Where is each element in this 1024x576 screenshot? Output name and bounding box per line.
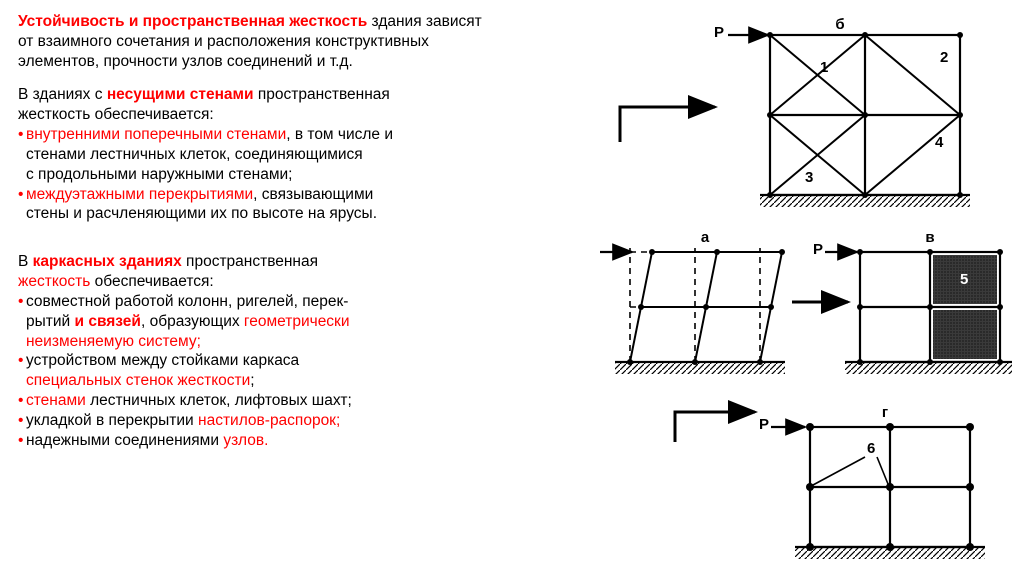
elbow-arrow-2 — [675, 412, 755, 442]
c4-a: укладкой в перекрытии — [26, 412, 198, 429]
diagrams-svg: б Р 1 2 3 4 а Р — [600, 12, 1012, 564]
c4-b: настилов-распорок; — [198, 412, 340, 429]
p2-b: несущими стенами — [107, 86, 254, 103]
text-column: Устойчивость и пространственная жесткост… — [18, 12, 583, 451]
bullet-1: • внутренними поперечными стенами, в том… — [18, 125, 583, 184]
p2-c: пространственная — [254, 86, 390, 103]
bullet-dot: • — [18, 351, 26, 391]
p2-line2: жесткость обеспечивается: — [18, 106, 214, 123]
paragraph-2: В зданиях с несущими стенами пространств… — [18, 85, 583, 224]
c1-t3: неизменяемую систему; — [26, 333, 201, 350]
num-3: 3 — [805, 169, 813, 186]
c2-t2: специальных стенок жесткости — [26, 372, 250, 389]
p3-line2a: жесткость — [18, 273, 90, 290]
elbow-arrow-1 — [620, 107, 715, 142]
bullet-c5: • надежными соединениями узлов. — [18, 431, 583, 451]
num-5: 5 — [960, 271, 968, 288]
b2-t2: стены и расчленяющими их по высоте на яр… — [26, 205, 377, 222]
c2-t1: устройством между стойками каркаса — [26, 352, 299, 369]
bullet-dot: • — [18, 292, 26, 351]
num-1: 1 — [820, 59, 828, 76]
label-a: а — [701, 229, 710, 246]
label-P: Р — [714, 24, 724, 41]
p3-line2b: обеспечивается: — [90, 273, 213, 290]
p1-line3: элементов, прочности узлов соединений и … — [18, 53, 353, 70]
c1-t2b: и связей — [74, 313, 140, 330]
bullet-c4: • укладкой в перекрытии настилов-распоро… — [18, 411, 583, 431]
diagram-b: б Р 1 2 3 4 — [714, 16, 970, 207]
bullet-dot: • — [18, 185, 26, 225]
c1-t2c: , образующих — [141, 313, 244, 330]
p1-line2: от взаимного сочетания и расположения ко… — [18, 33, 429, 50]
bullet-c1: • совместной работой колонн, ригелей, пе… — [18, 292, 583, 351]
c5-a: надежными соединениями — [26, 432, 223, 449]
bullet-dot: • — [18, 431, 26, 451]
c2-t2b: ; — [250, 372, 254, 389]
c3-b: лестничных клеток, лифтовых шахт; — [86, 392, 352, 409]
b1-t2: стенами лестничных клеток, соединяющимис… — [26, 146, 363, 163]
p3-c: пространственная — [182, 253, 318, 270]
paragraph-3: В каркасных зданиях пространственная жес… — [18, 252, 583, 450]
b2-t1: , связывающими — [253, 186, 373, 203]
bullet-c3: • стенами лестничных клеток, лифтовых ша… — [18, 391, 583, 411]
b1-r: внутренними поперечными стенами — [26, 126, 286, 143]
num-6: 6 — [867, 440, 875, 457]
b1-t1: , в том числе и — [286, 126, 393, 143]
p2-a: В зданиях с — [18, 86, 107, 103]
label-b: б — [835, 16, 844, 33]
bullet-dot: • — [18, 411, 26, 431]
b2-r: междуэтажными перекрытиями — [26, 186, 253, 203]
p3-a: В — [18, 253, 33, 270]
paragraph-1: Устойчивость и пространственная жесткост… — [18, 12, 583, 71]
p1-lead: Устойчивость и пространственная жесткост… — [18, 13, 367, 30]
num-4: 4 — [935, 134, 944, 151]
label-g: г — [882, 404, 888, 421]
diagram-a: а Р — [600, 229, 785, 374]
c1-t2a: рытий — [26, 313, 74, 330]
p1-rest1: здания зависят — [367, 13, 482, 30]
c1-t1: совместной работой колонн, ригелей, пере… — [26, 293, 348, 310]
bullet-dot: • — [18, 391, 26, 411]
b1-t3: с продольными наружными стенами; — [26, 166, 292, 183]
bullet-dot: • — [18, 125, 26, 184]
p3-b: каркасных зданиях — [33, 253, 182, 270]
diagram-g: г Р 6 — [759, 404, 985, 559]
c1-t2d: геометрически — [244, 313, 350, 330]
num-2: 2 — [940, 49, 948, 66]
bullet-c2: • устройством между стойками каркаса спе… — [18, 351, 583, 391]
label-v: в — [925, 229, 934, 246]
diagrams-area: б Р 1 2 3 4 а Р — [600, 12, 1012, 564]
bullet-2: • междуэтажными перекрытиями, связывающи… — [18, 185, 583, 225]
label-P: Р — [759, 416, 769, 433]
c5-b: узлов. — [223, 432, 268, 449]
c3-a: стенами — [26, 392, 86, 409]
label-P: Р — [813, 241, 823, 258]
